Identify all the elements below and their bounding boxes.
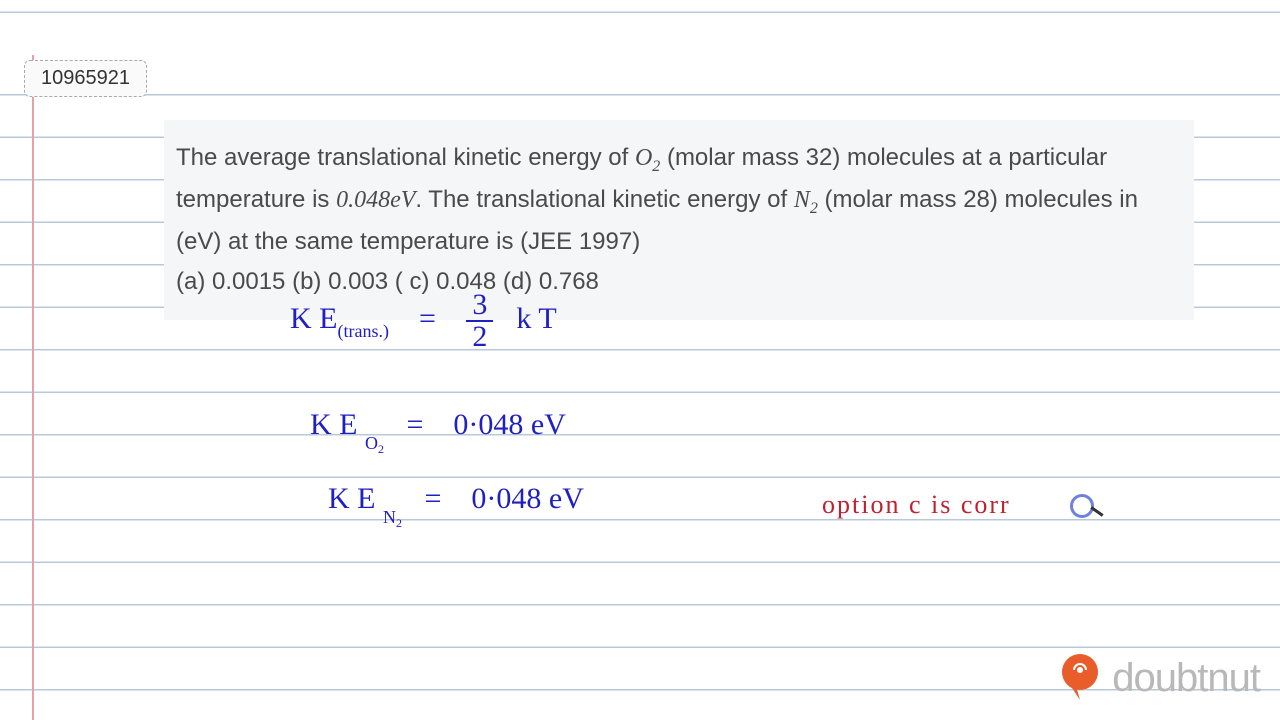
eq1-sub: (trans.): [338, 321, 389, 341]
eq3-rhs: 0·048 eV: [471, 482, 583, 515]
margin-line: [32, 55, 34, 720]
eq1-den: 2: [466, 322, 493, 352]
eq1-fraction: 3 2: [466, 290, 493, 352]
eq3-sub: N2: [383, 507, 402, 527]
eq1-num: 3: [466, 290, 493, 322]
equation-ke-n2: K E N2 = 0·048 eV: [328, 482, 584, 520]
q-val1: 0.048eV: [336, 187, 415, 213]
logo-icon: [1052, 650, 1108, 706]
eq3-subsub: 2: [396, 516, 402, 530]
answer-annotation: option c is corr: [822, 490, 1011, 520]
eq2-subsub: 2: [378, 442, 384, 456]
q-text-1: The average translational kinetic energy…: [176, 144, 635, 171]
eq2-sub: O2: [365, 433, 384, 453]
notebook-lines: [0, 0, 1280, 720]
doubtnut-logo: doubtnut: [1052, 650, 1260, 706]
eq1-lhs: K E: [290, 302, 338, 335]
equation-ke-trans: K E(trans.) = 3 2 k T: [290, 290, 557, 352]
equation-ke-o2: K E O2 = 0·048 eV: [310, 408, 566, 446]
question-id-box: 10965921: [24, 60, 147, 97]
eq1-eq: =: [419, 302, 436, 335]
eq3-eq: =: [425, 482, 442, 515]
eq2-eq: =: [407, 408, 424, 441]
eq2-rhs: 0·048 eV: [453, 408, 565, 441]
q-mol1: O: [635, 145, 652, 171]
eq3-lhs: K E: [328, 482, 376, 515]
q-text-3: . The translational kinetic energy of: [415, 186, 793, 213]
eq2-lhs: K E: [310, 408, 358, 441]
cursor-ring-icon: [1070, 494, 1094, 518]
q-sub2: 2: [810, 200, 818, 217]
logo-text: doubtnut: [1112, 656, 1260, 701]
eq1-rhs: k T: [516, 302, 556, 335]
q-mol2: N: [794, 187, 810, 213]
